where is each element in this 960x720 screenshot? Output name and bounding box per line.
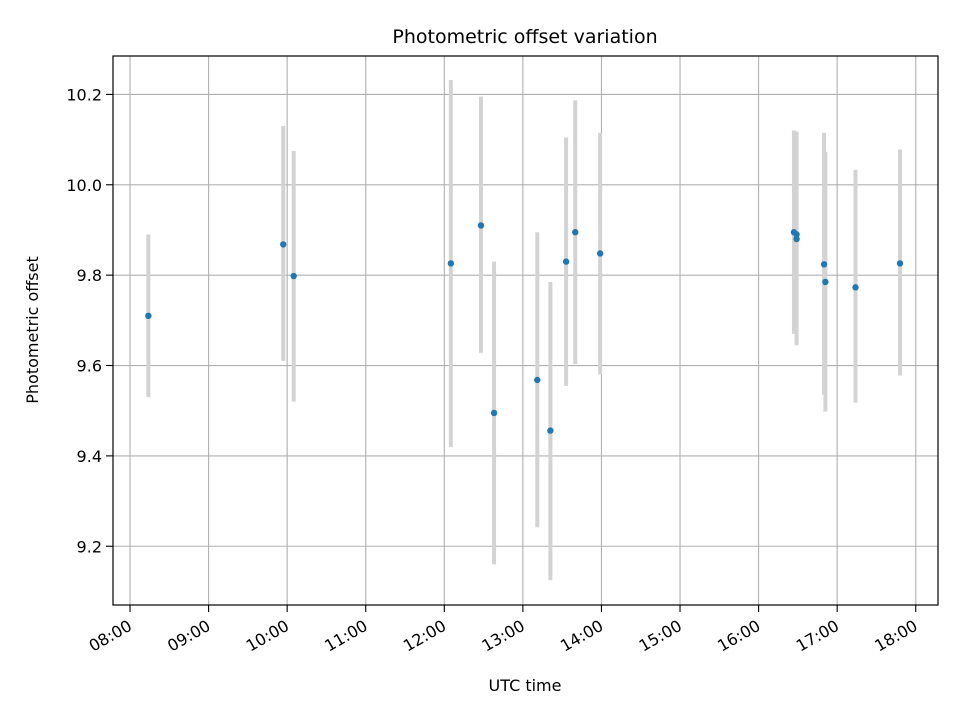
data-point <box>562 258 570 265</box>
y-tick-label: 10.2 <box>66 85 102 104</box>
data-point <box>547 427 554 434</box>
data-point <box>477 222 485 229</box>
data-point <box>820 261 828 268</box>
y-tick-label: 9.8 <box>77 266 102 285</box>
data-point <box>290 272 297 280</box>
y-axis-label: Photometric offset <box>23 256 42 404</box>
data-point <box>145 312 152 320</box>
grid-layer <box>113 56 938 605</box>
y-tick-label: 10.0 <box>66 176 102 195</box>
data-point <box>793 231 800 238</box>
data-point <box>447 260 455 267</box>
data-point <box>793 235 800 243</box>
y-tick-label: 9.6 <box>77 357 102 376</box>
data-point <box>490 409 498 417</box>
point-layer <box>145 222 904 434</box>
x-axis-label: UTC time <box>489 676 562 695</box>
data-point <box>280 241 287 248</box>
data-point <box>572 229 579 236</box>
data-point <box>852 284 859 291</box>
data-point <box>896 260 904 267</box>
y-axis: 9.2 9.4 9.6 9.8 10.0 10.2 <box>66 85 113 556</box>
y-tick-label: 9.4 <box>77 447 102 466</box>
y-tick-label: 9.2 <box>77 537 102 556</box>
data-point <box>596 250 604 257</box>
plot-frame <box>112 55 939 606</box>
data-point <box>822 278 829 286</box>
data-point <box>534 376 541 384</box>
chart-title: Photometric offset variation <box>392 26 657 48</box>
